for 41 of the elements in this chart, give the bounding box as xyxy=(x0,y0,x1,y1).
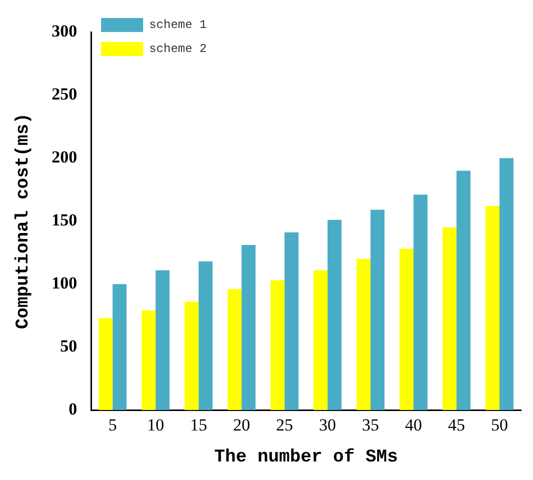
x-tick-label: 50 xyxy=(491,416,508,435)
bar xyxy=(242,245,256,410)
legend-label: scheme 1 xyxy=(149,18,207,32)
y-tick-label: 200 xyxy=(52,148,78,167)
bar xyxy=(98,318,113,410)
bar xyxy=(284,232,299,410)
bar xyxy=(156,270,170,410)
bar xyxy=(270,280,285,410)
y-tick-label: 50 xyxy=(60,336,78,356)
bar xyxy=(356,258,371,410)
bar xyxy=(314,270,328,410)
x-tick-label: 35 xyxy=(362,416,380,435)
legend-label: scheme 2 xyxy=(149,42,207,56)
bar xyxy=(414,194,428,410)
bar xyxy=(328,220,342,410)
y-axis-title: Computional cost(ms) xyxy=(13,113,34,330)
x-tick-label: 25 xyxy=(276,416,294,435)
bar xyxy=(456,170,470,410)
x-axis-title: The number of SMs xyxy=(214,448,398,468)
y-tick-label: 150 xyxy=(52,210,78,230)
bar xyxy=(442,227,457,410)
x-tick-label: 10 xyxy=(147,416,164,435)
bar xyxy=(184,302,199,410)
bar xyxy=(142,310,156,410)
x-tick-label: 5 xyxy=(108,416,117,435)
y-tick-label: 250 xyxy=(52,84,78,104)
x-tick-label: 30 xyxy=(319,416,336,435)
x-tick-label: 20 xyxy=(233,416,250,435)
bar xyxy=(500,158,514,410)
bar xyxy=(370,210,385,410)
bar xyxy=(228,289,242,410)
bar xyxy=(400,248,414,410)
y-tick-label: 0 xyxy=(68,399,78,418)
bar xyxy=(198,261,213,410)
y-tick-label: 300 xyxy=(52,22,78,41)
x-tick-label: 15 xyxy=(190,416,208,435)
x-tick-label: 40 xyxy=(405,416,422,435)
y-tick-label: 100 xyxy=(52,273,78,292)
x-tick-label: 45 xyxy=(448,416,466,435)
bar xyxy=(112,284,127,410)
bar xyxy=(486,206,500,410)
